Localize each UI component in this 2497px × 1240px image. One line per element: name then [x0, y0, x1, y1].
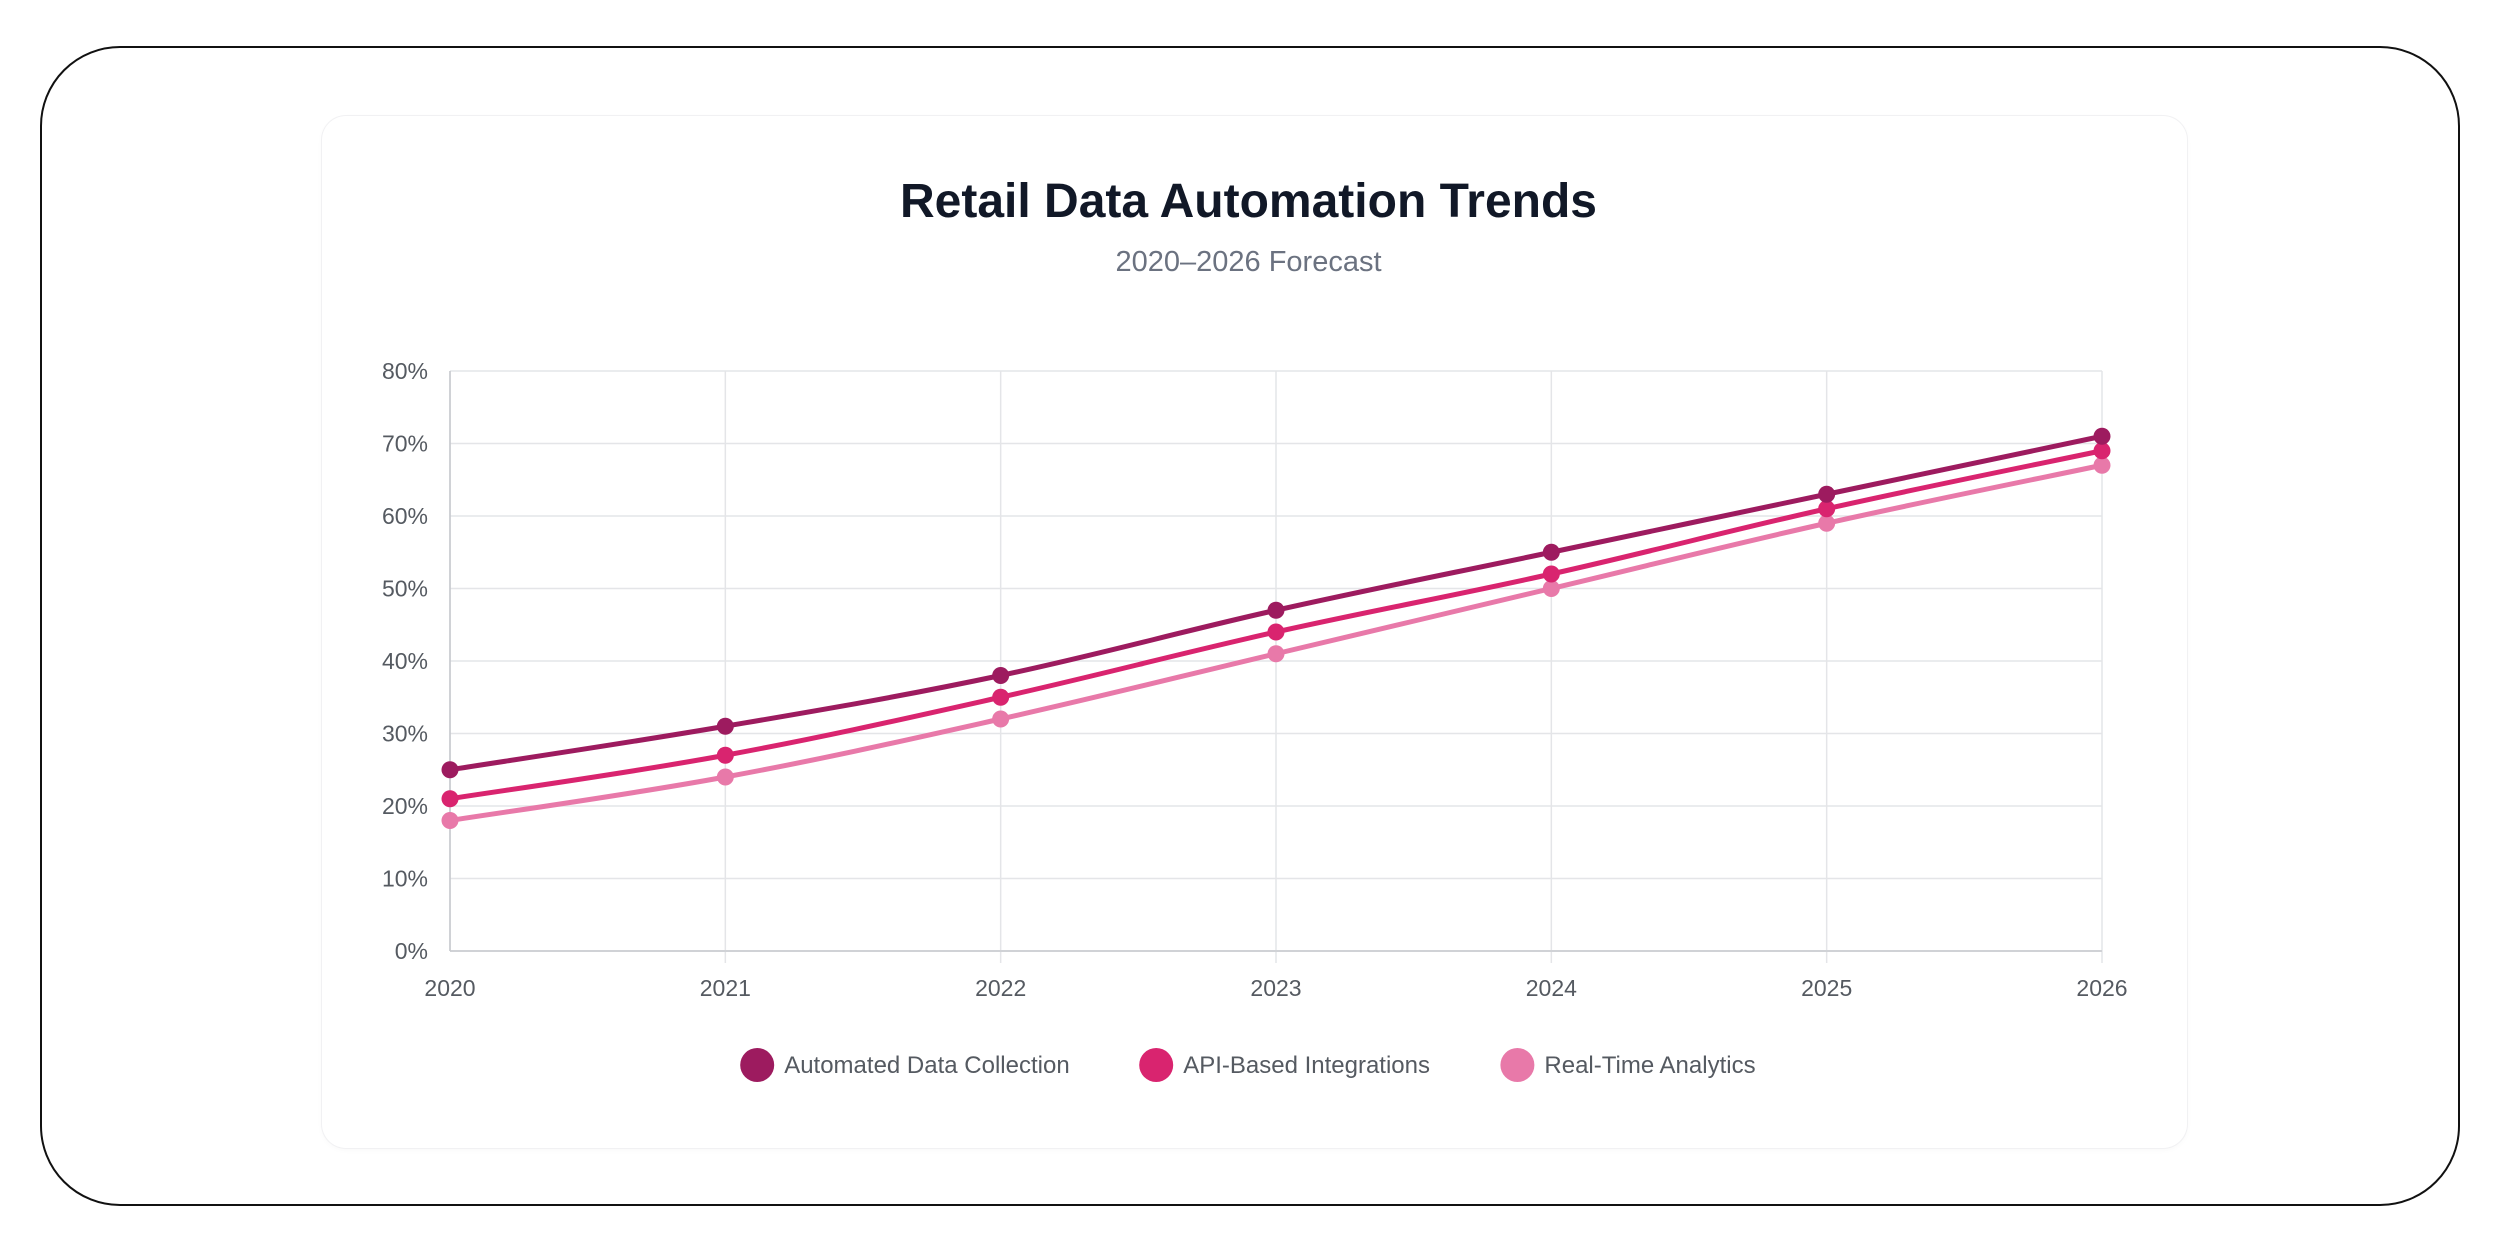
- legend-swatch: [740, 1048, 775, 1082]
- data-point-automated-data-collection[interactable]: [2093, 427, 2111, 445]
- data-point-api-based-integrations[interactable]: [1542, 565, 1560, 583]
- grid-lines: [449, 370, 2103, 963]
- series-real-time-analytics: [441, 456, 2111, 829]
- y-axis-ticks: 0% 10% 20% 30% 40% 50% 60% 70% 80%: [382, 358, 428, 964]
- x-tick-label: 2024: [1526, 975, 1577, 1001]
- legend-swatch: [1500, 1048, 1535, 1082]
- data-point-api-based-integrations[interactable]: [1818, 500, 1836, 518]
- data-point-real-time-analytics[interactable]: [1542, 580, 1560, 597]
- y-tick-label: 40%: [382, 648, 428, 674]
- legend-item-api-based-integrations[interactable]: API-Based Integrations: [1139, 1048, 1430, 1082]
- series-automated-data-collection: [441, 427, 2111, 779]
- y-tick-label: 60%: [382, 503, 428, 529]
- axes: [449, 371, 2102, 952]
- x-tick-label: 2022: [975, 975, 1026, 1001]
- data-point-automated-data-collection[interactable]: [441, 761, 459, 779]
- data-point-automated-data-collection[interactable]: [992, 667, 1010, 684]
- legend-item-automated-data-collection[interactable]: Automated Data Collection: [740, 1048, 1070, 1082]
- chart-subtitle: 2020–2026 Forecast: [1115, 246, 1382, 278]
- data-point-automated-data-collection[interactable]: [716, 717, 734, 735]
- series-group: [441, 427, 2111, 829]
- y-tick-label: 70%: [382, 431, 428, 457]
- legend-label: Real-Time Analytics: [1544, 1052, 1755, 1079]
- data-point-api-based-integrations[interactable]: [716, 746, 734, 764]
- y-tick-label: 80%: [382, 358, 428, 384]
- data-point-real-time-analytics[interactable]: [2093, 456, 2111, 474]
- chart-card: [322, 116, 2187, 1148]
- legend-item-real-time-analytics[interactable]: Real-Time Analytics: [1500, 1048, 1756, 1082]
- x-tick-label: 2020: [424, 975, 475, 1001]
- data-point-api-based-integrations[interactable]: [2093, 442, 2111, 460]
- legend-swatch: [1139, 1048, 1174, 1082]
- data-point-real-time-analytics[interactable]: [992, 710, 1010, 728]
- data-point-automated-data-collection[interactable]: [1818, 485, 1836, 503]
- series-api-based-integrations: [441, 442, 2111, 808]
- y-tick-label: 0%: [395, 938, 428, 964]
- data-point-api-based-integrations[interactable]: [441, 790, 459, 808]
- x-axis-ticks: 2020 2021 2022 2023 2024 2025 2026: [424, 975, 2127, 1001]
- x-tick-label: 2026: [2076, 975, 2127, 1001]
- data-point-api-based-integrations[interactable]: [992, 688, 1010, 706]
- legend-label: API-Based Integrations: [1183, 1052, 1430, 1079]
- data-point-real-time-analytics[interactable]: [441, 812, 459, 829]
- y-tick-label: 10%: [382, 866, 428, 892]
- chart-title: Retail Data Automation Trends: [900, 175, 1597, 228]
- legend: Automated Data Collection API-Based Integ…: [740, 1048, 1756, 1082]
- y-tick-label: 20%: [382, 793, 428, 819]
- x-tick-label: 2023: [1250, 975, 1301, 1001]
- x-tick-label: 2021: [700, 975, 751, 1001]
- data-point-automated-data-collection[interactable]: [1542, 543, 1560, 561]
- y-tick-label: 30%: [382, 721, 428, 747]
- data-point-automated-data-collection[interactable]: [1267, 601, 1285, 619]
- x-tick-label: 2025: [1801, 975, 1852, 1001]
- data-point-api-based-integrations[interactable]: [1267, 623, 1285, 641]
- data-point-real-time-analytics[interactable]: [1818, 514, 1836, 532]
- legend-label: Automated Data Collection: [784, 1052, 1069, 1079]
- data-point-real-time-analytics[interactable]: [716, 768, 734, 786]
- y-tick-label: 50%: [382, 576, 428, 602]
- data-point-real-time-analytics[interactable]: [1267, 645, 1285, 663]
